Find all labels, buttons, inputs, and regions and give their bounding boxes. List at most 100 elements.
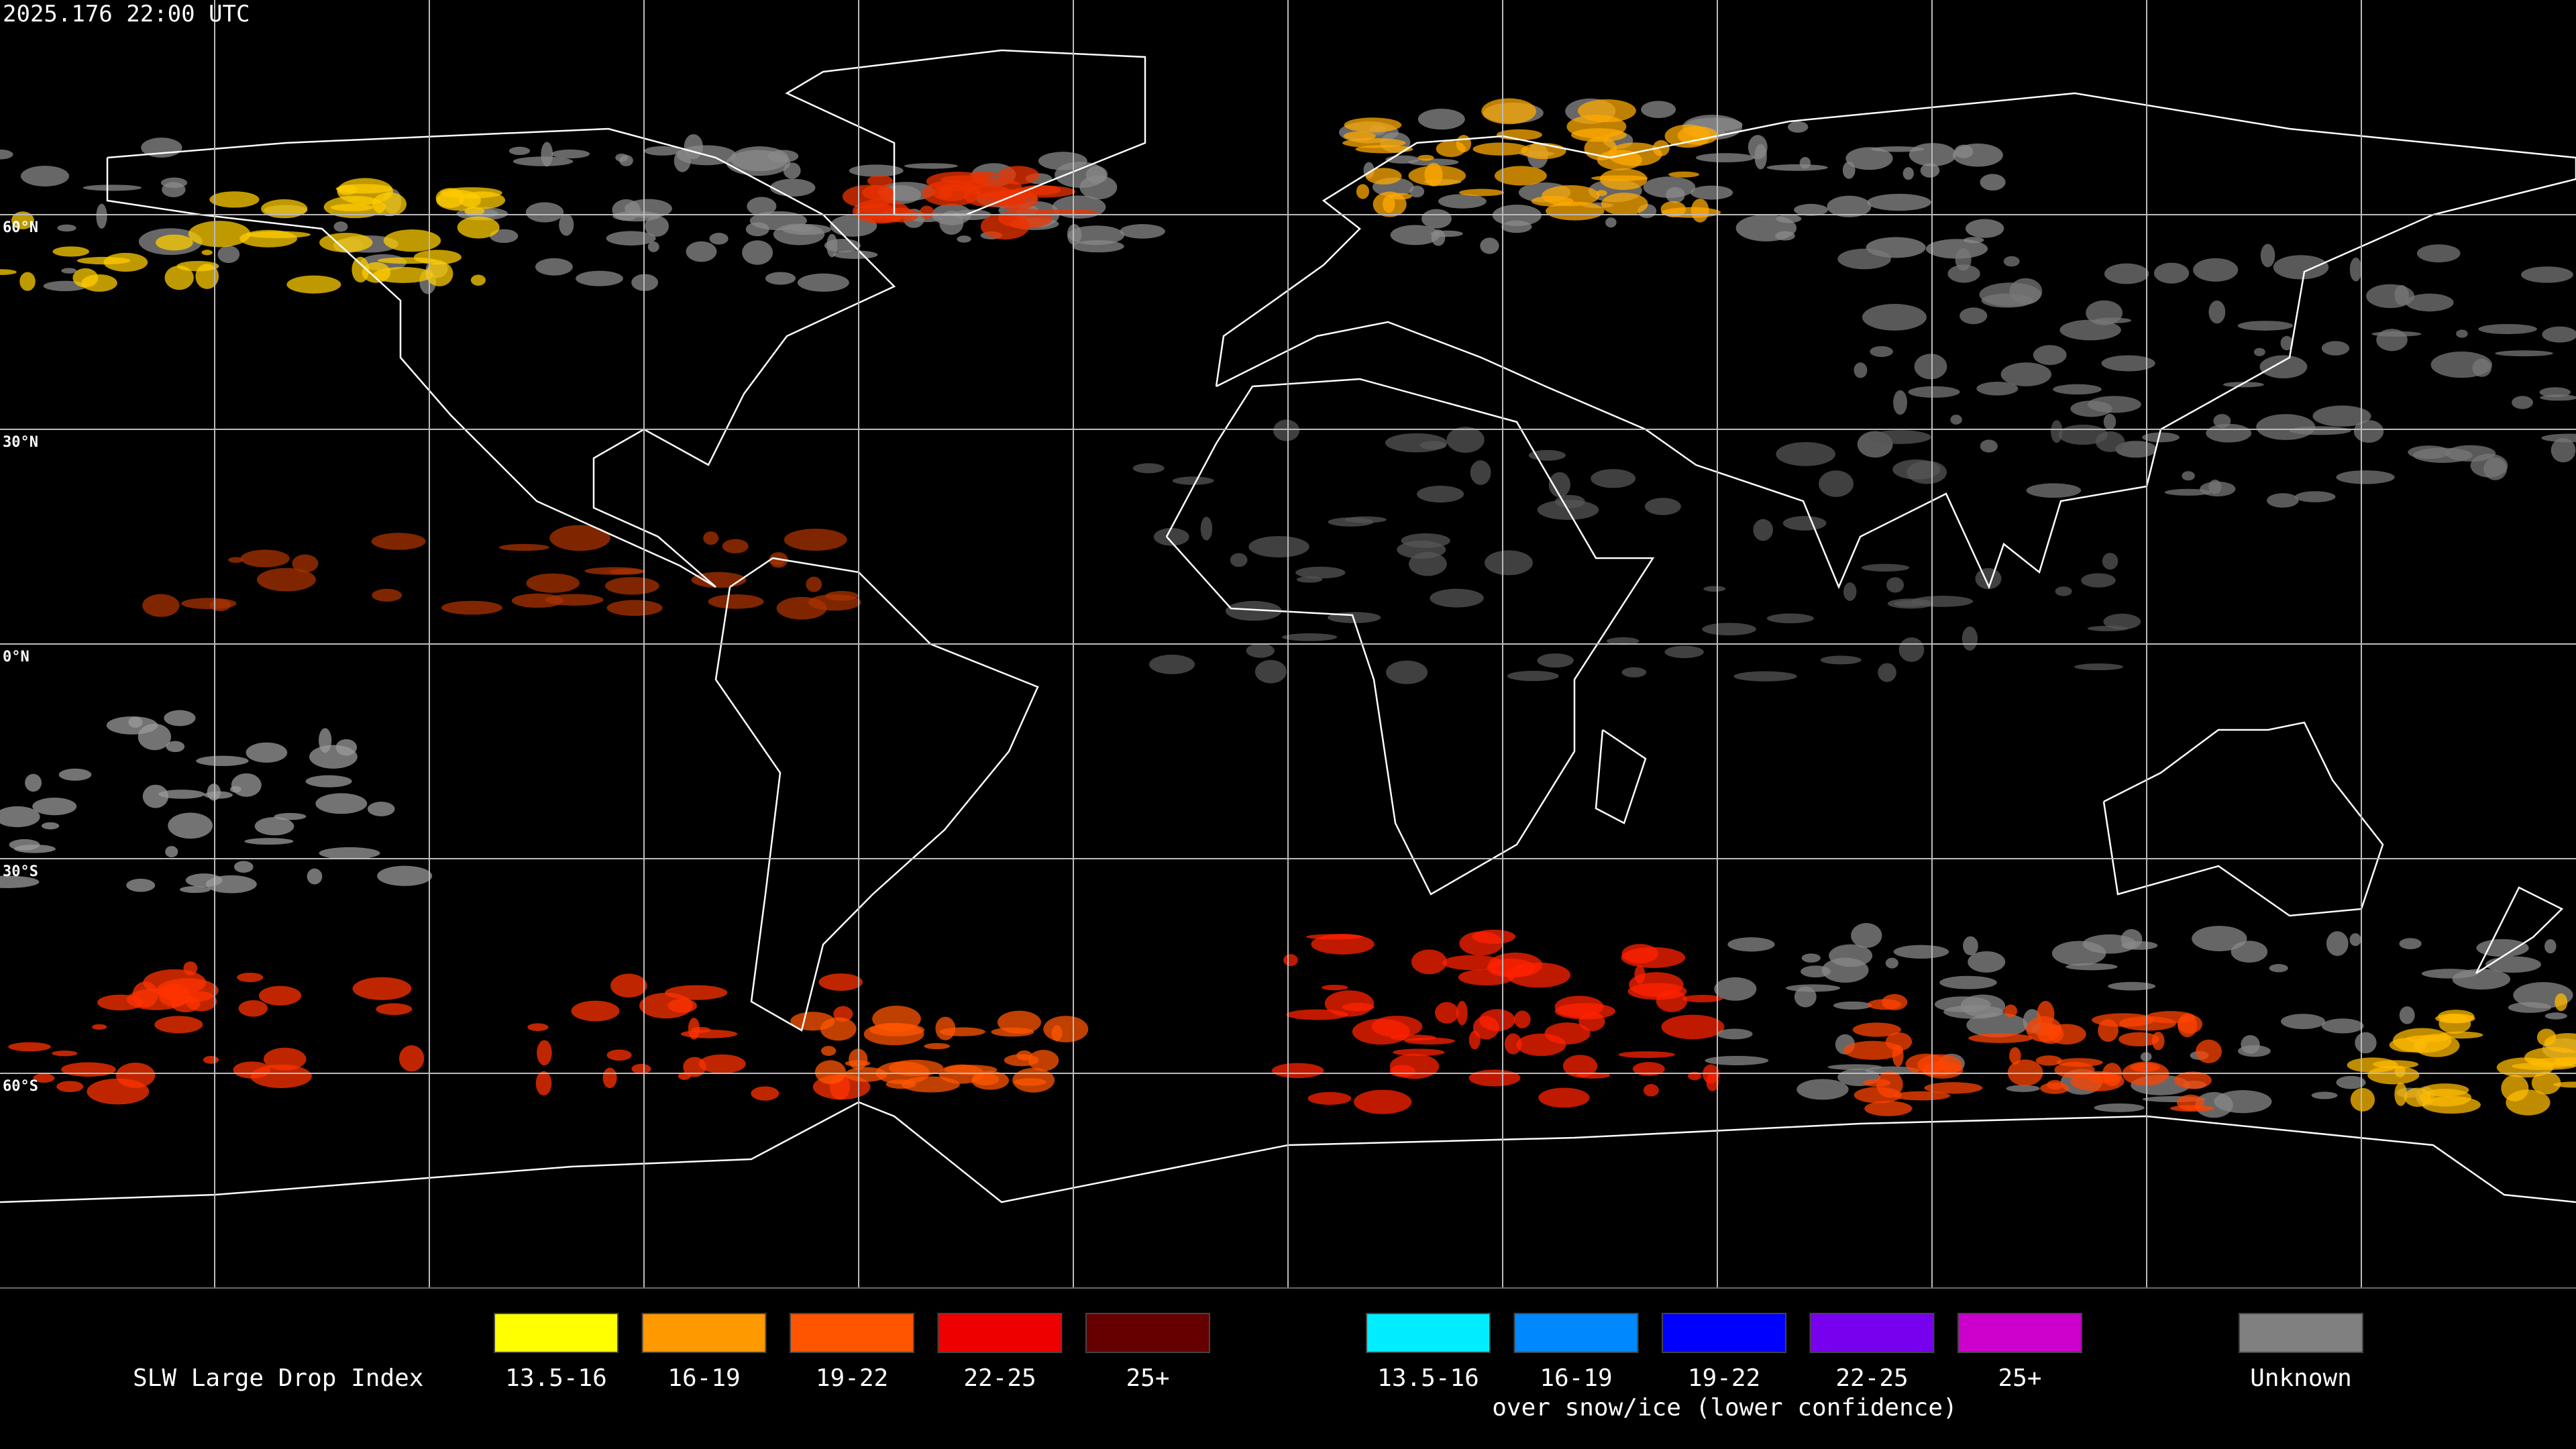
cloud-patch xyxy=(2214,1090,2272,1114)
cloud-patch xyxy=(1914,354,1947,380)
cloud-patch xyxy=(722,539,749,553)
cloud-patch xyxy=(1537,653,1574,668)
cloud-patch xyxy=(61,1062,116,1077)
cloud-patch xyxy=(1254,659,1287,684)
cloud-patch xyxy=(292,554,319,573)
cloud-patch xyxy=(1705,1055,1769,1065)
cloud-patch xyxy=(19,272,36,291)
cloud-patch xyxy=(924,1042,951,1050)
cloud-patch xyxy=(1867,999,1902,1010)
cloud-patch xyxy=(511,593,564,608)
cloud-patch xyxy=(1963,936,1978,956)
cloud-patch xyxy=(751,1086,780,1101)
cloud-patch xyxy=(938,187,953,199)
cloud-patch xyxy=(698,1054,746,1074)
cloud-patch xyxy=(2394,284,2409,306)
cloud-patch xyxy=(2074,663,2124,671)
cloud-patch xyxy=(239,229,298,248)
cloud-patch xyxy=(2438,1010,2475,1024)
cloud-patch xyxy=(771,559,785,566)
cloud-patch xyxy=(2273,255,2329,280)
cloud-patch xyxy=(2182,471,2195,481)
cloud-patch xyxy=(1034,209,1099,216)
latitude-label: 0°N xyxy=(3,649,30,665)
cloud-patch xyxy=(1521,143,1566,160)
cloud-patch xyxy=(784,529,847,551)
cloud-patch xyxy=(441,600,502,615)
cloud-patch xyxy=(97,994,144,1011)
cloud-patch xyxy=(209,191,260,208)
cloud-patch xyxy=(1666,186,1685,203)
cloud-patch xyxy=(2421,969,2478,979)
cloud-patch xyxy=(0,149,13,160)
cloud-patch xyxy=(1356,184,1370,199)
cloud-patch xyxy=(1801,965,1831,978)
cloud-patch xyxy=(179,885,211,894)
cloud-patch xyxy=(1851,922,1882,949)
cloud-patch xyxy=(1417,486,1464,503)
cloud-patch xyxy=(2413,447,2473,463)
cloud-patch xyxy=(708,594,764,609)
cloud-patch xyxy=(377,865,433,886)
cloud-patch xyxy=(352,977,412,1000)
cloud-patch xyxy=(2478,323,2537,335)
legend-swatch xyxy=(1366,1313,1491,1353)
cloud-patch xyxy=(2176,1094,2204,1111)
cloud-patch xyxy=(205,875,257,894)
cloud-patch xyxy=(2177,1014,2203,1034)
cloud-patch xyxy=(1225,600,1282,621)
cloud-patch xyxy=(1068,225,1124,246)
cloud-patch xyxy=(1968,1033,2033,1043)
cloud-patch xyxy=(2456,329,2468,338)
cloud-patch xyxy=(2237,321,2294,331)
cloud-patch xyxy=(1861,564,1910,572)
cloud-patch xyxy=(333,221,348,232)
cloud-patch xyxy=(258,985,302,1006)
cloud-patch xyxy=(1870,345,1894,358)
legend-swatch xyxy=(937,1313,1063,1353)
cloud-patch xyxy=(2103,413,2116,430)
cloud-patch xyxy=(1305,934,1363,940)
legend-label: Unknown xyxy=(2250,1364,2352,1392)
cloud-patch xyxy=(176,260,219,272)
cloud-patch xyxy=(1132,463,1165,474)
cloud-patch xyxy=(1417,154,1434,161)
cloud-patch xyxy=(1355,145,1413,154)
cloud-patch xyxy=(997,1010,1041,1034)
cloud-patch xyxy=(1776,442,1836,466)
cloud-patch xyxy=(606,1049,632,1061)
cloud-patch xyxy=(1664,124,1711,148)
cloud-patch xyxy=(2108,981,2156,991)
cloud-patch xyxy=(2056,1058,2103,1067)
cloud-patch xyxy=(571,1000,620,1022)
cloud-patch xyxy=(1829,944,1873,967)
cloud-patch xyxy=(606,600,663,616)
cloud-patch xyxy=(814,1060,847,1085)
cloud-patch xyxy=(142,594,180,617)
cloud-patch xyxy=(2053,384,2102,395)
cloud-patch xyxy=(164,710,196,727)
cloud-patch xyxy=(1632,1062,1665,1076)
cloud-patch xyxy=(1886,577,1904,593)
cloud-patch xyxy=(1606,637,1640,645)
cloud-patch xyxy=(1389,1053,1440,1079)
cloud-patch xyxy=(1641,101,1676,119)
cloud-patch xyxy=(535,258,573,276)
cloud-patch xyxy=(688,1018,700,1040)
legend-swatch xyxy=(641,1313,767,1353)
legend-label: 19-22 xyxy=(1688,1364,1760,1392)
cloud-patch xyxy=(498,543,549,551)
cloud-patch xyxy=(457,216,500,239)
cloud-patch xyxy=(1837,248,1891,270)
cloud-patch xyxy=(13,845,56,853)
cloud-patch xyxy=(2004,1004,2018,1018)
cloud-patch xyxy=(166,741,185,753)
cloud-patch xyxy=(2554,1057,2576,1067)
cloud-patch xyxy=(1801,953,1821,963)
cloud-patch xyxy=(863,1022,924,1046)
cloud-patch xyxy=(1390,225,1440,246)
cloud-patch xyxy=(2536,1028,2557,1046)
cloud-patch xyxy=(1307,1091,1352,1105)
cloud-patch xyxy=(440,187,502,199)
latitude-label: 60°S xyxy=(3,1078,38,1095)
